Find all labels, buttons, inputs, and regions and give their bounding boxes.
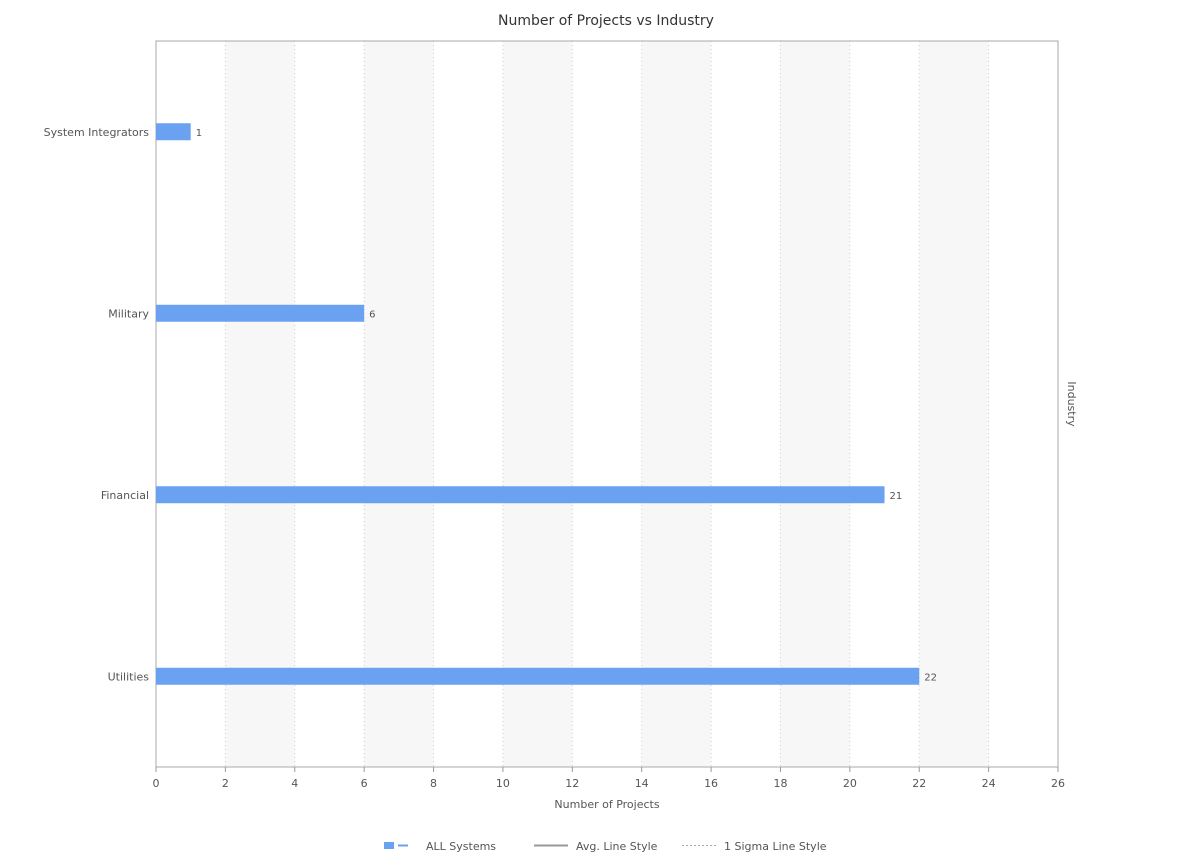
plot-band — [502, 41, 573, 767]
data-label: 22 — [924, 672, 937, 683]
plot-bands — [225, 41, 989, 767]
x-tick-label: 16 — [704, 777, 718, 790]
x-tick-label: 14 — [635, 777, 649, 790]
y-axis-title: Industry — [1065, 381, 1078, 427]
x-tick-label: 0 — [153, 777, 160, 790]
plot-band — [641, 41, 712, 767]
bar — [156, 123, 191, 141]
x-tick-label: 6 — [361, 777, 368, 790]
legend-item-avg-line[interactable]: Avg. Line Style — [534, 840, 658, 853]
category-label: Military — [108, 307, 149, 320]
x-tick-label: 22 — [912, 777, 926, 790]
data-labels: 1 6 21 22 — [196, 128, 937, 684]
grid-lines — [224, 41, 990, 767]
legend-swatch-bar — [384, 842, 394, 849]
plot-band — [225, 41, 295, 767]
legend-label-sigma-line: 1 Sigma Line Style — [724, 840, 827, 853]
x-tick-label: 18 — [773, 777, 787, 790]
legend-label-avg-line: Avg. Line Style — [576, 840, 658, 853]
x-axis-ticks: 0 2 4 6 8 10 12 14 16 18 20 22 24 26 — [153, 767, 1065, 790]
chart-title: Number of Projects vs Industry — [498, 13, 714, 29]
x-tick-label: 24 — [982, 777, 996, 790]
x-axis-title: Number of Projects — [554, 798, 659, 811]
x-tick-label: 2 — [222, 777, 229, 790]
x-tick-label: 10 — [496, 777, 510, 790]
legend-item-sigma-line[interactable]: 1 Sigma Line Style — [682, 840, 827, 853]
category-label: Financial — [101, 489, 149, 502]
bar — [156, 486, 885, 504]
bar — [156, 667, 920, 685]
bar — [156, 304, 365, 322]
plot-band — [364, 41, 434, 767]
data-label: 1 — [196, 128, 202, 139]
plot-band — [919, 41, 989, 767]
x-tick-label: 26 — [1051, 777, 1065, 790]
x-tick-label: 20 — [843, 777, 857, 790]
bars — [156, 123, 920, 685]
data-label: 21 — [890, 491, 903, 502]
plot-border — [155, 40, 1059, 768]
legend-item-all-systems[interactable]: ALL Systems — [384, 840, 496, 853]
category-labels: System Integrators Military Financial Utili… — [44, 126, 150, 684]
category-label: Utilities — [108, 670, 150, 683]
legend: ALL Systems Avg. Line Style 1 Sigma Line… — [384, 840, 827, 853]
x-tick-label: 8 — [430, 777, 437, 790]
legend-label-all-systems: ALL Systems — [426, 840, 496, 853]
plot-band — [780, 41, 850, 767]
category-label: System Integrators — [44, 126, 150, 139]
x-tick-label: 12 — [565, 777, 579, 790]
x-tick-label: 4 — [291, 777, 298, 790]
data-label: 6 — [369, 309, 375, 320]
